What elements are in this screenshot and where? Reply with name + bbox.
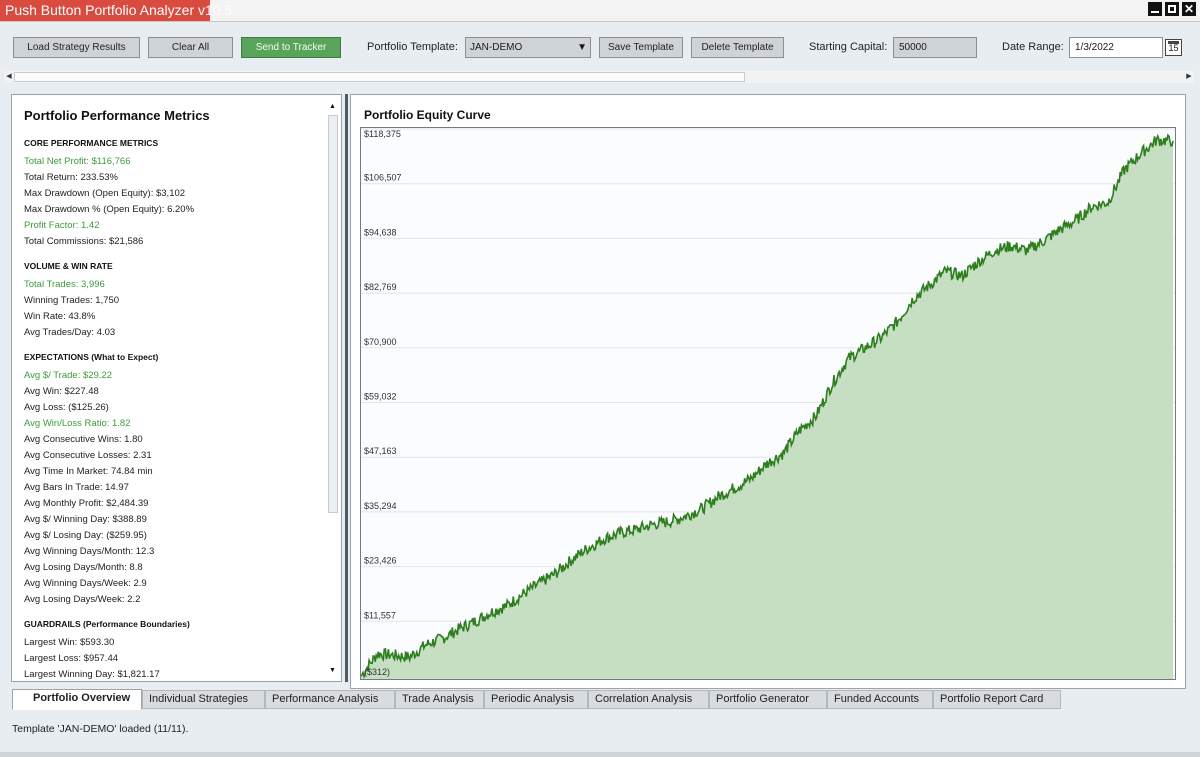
portfolio-template-select[interactable]: JAN-DEMO ▼ [465,37,591,58]
scroll-up-icon[interactable]: ▲ [329,103,336,110]
metric-item: Avg Win/Loss Ratio: 1.82 [24,418,131,429]
metrics-section: EXPECTATIONS (What to Expect) Avg $/ Trad… [24,351,324,608]
metric-item: Avg Winning Days/Month: 12.3 [24,546,155,557]
tab-portfolio-overview[interactable]: Portfolio Overview [12,689,142,710]
bottom-border [0,752,1200,757]
equity-area [361,135,1173,680]
tab-portfolio-generator[interactable]: Portfolio Generator [709,690,827,709]
metrics-section: GUARDRAILS (Performance Boundaries) Large… [24,618,324,681]
calendar-icon[interactable]: 15 [1165,39,1182,56]
metric-item: Total Net Profit: $116,766 [24,156,131,167]
metric-item: Max Drawdown (Open Equity): $3,102 [24,188,186,199]
section-heading: GUARDRAILS (Performance Boundaries) [24,619,190,629]
metric-item: Winning Trades: 1,750 [24,295,120,306]
metric-item: Max Drawdown % (Open Equity): 6.20% [24,204,195,215]
metric-item: Avg Losing Days/Month: 8.8 [24,562,143,573]
y-tick-label: $35,294 [364,501,397,511]
tab-performance-analysis[interactable]: Performance Analysis [265,690,395,709]
metric-item: Avg $/ Trade: $29.22 [24,370,113,381]
metrics-scrollbar-thumb[interactable] [328,115,338,513]
metrics-panel-title: Portfolio Performance Metrics [24,108,210,123]
metrics-section: VOLUME & WIN RATE Total Trades: 3,996 Winn… [24,260,324,341]
metric-item: Avg Bars In Trade: 14.97 [24,482,129,493]
metric-item: Avg Win: $227.48 [24,386,99,397]
metric-item: Total Commissions: $21,586 [24,236,144,247]
y-tick-label: $47,163 [364,446,397,456]
metric-item: Avg Losing Days/Week: 2.2 [24,594,141,605]
title-bar: Push Button Portfolio Analyzer v10.5 ✕ [0,0,1200,22]
panel-splitter[interactable] [345,94,348,682]
y-tick-label: $82,769 [364,282,397,292]
metric-item: Largest Loss: $957.44 [24,653,119,664]
equity-curve-chart: $118,375 $106,507 $94,638 $82,769 $70,900 $59… [360,127,1176,680]
tab-periodic-analysis[interactable]: Periodic Analysis [484,690,588,709]
equity-line [360,133,1174,680]
close-icon[interactable]: ✕ [1182,2,1196,16]
date-range-input[interactable]: 1/3/2022 [1069,37,1163,58]
metric-item: Total Trades: 3,996 [24,279,105,290]
tab-bar: Portfolio Overview Individual Strategies P… [12,689,1072,710]
starting-capital-label: Starting Capital: [809,41,888,53]
metric-item: Avg Monthly Profit: $2,484.39 [24,498,149,509]
send-to-tracker-button[interactable]: Send to Tracker [241,37,341,58]
metric-item: Total Return: 233.53% [24,172,119,183]
delete-template-button[interactable]: Delete Template [691,37,784,58]
y-tick-label: $106,507 [364,173,402,183]
metrics-panel: Portfolio Performance Metrics CORE PERFO… [11,94,342,682]
minimize-icon[interactable] [1148,2,1162,16]
section-heading: CORE PERFORMANCE METRICS [24,138,159,148]
scroll-right-icon[interactable]: ▶ [1186,73,1192,80]
status-message: Template 'JAN-DEMO' loaded (11/11). [12,723,189,735]
section-heading: EXPECTATIONS (What to Expect) [24,352,159,362]
maximize-icon[interactable] [1165,2,1179,16]
y-tick-label: $59,032 [364,392,397,402]
y-tick-label: $23,426 [364,556,397,566]
metric-item: Largest Win: $593.30 [24,637,115,648]
save-template-button[interactable]: Save Template [599,37,683,58]
y-tick-label: ($312) [364,667,390,677]
metric-item: Avg Consecutive Wins: 1.80 [24,434,143,445]
metric-item: Avg $/ Winning Day: $388.89 [24,514,147,525]
metric-item: Win Rate: 43.8% [24,311,96,322]
metric-item: Avg Winning Days/Week: 2.9 [24,578,147,589]
window-title: Push Button Portfolio Analyzer v10.5 [0,0,232,21]
metric-item: Largest Winning Day: $1,821.17 [24,669,160,680]
tab-funded-accounts[interactable]: Funded Accounts [827,690,933,709]
y-tick-label: $70,900 [364,337,397,347]
metric-item: Avg $/ Losing Day: ($259.95) [24,530,147,541]
chevron-down-icon: ▼ [577,42,587,53]
window-controls: ✕ [1148,2,1196,16]
scroll-down-icon[interactable]: ▼ [329,667,336,674]
metrics-list: CORE PERFORMANCE METRICS Total Net Profit… [24,137,324,681]
date-range-label: Date Range: [1002,41,1064,53]
metric-item: Avg Time In Market: 74.84 min [24,466,153,477]
starting-capital-input[interactable]: 50000 [893,37,977,58]
metrics-scrollbar[interactable]: ▲ ▼ [327,103,338,681]
clear-all-button[interactable]: Clear All [148,37,233,58]
metric-item: Avg Loss: ($125.26) [24,402,109,413]
section-heading: VOLUME & WIN RATE [24,261,113,271]
portfolio-template-label: Portfolio Template: [367,41,458,53]
y-tick-label: $94,638 [364,227,397,237]
status-bar: Template 'JAN-DEMO' loaded (11/11). [0,712,1200,752]
metric-item: Profit Factor: 1.42 [24,220,100,231]
tab-portfolio-report-card[interactable]: Portfolio Report Card [933,690,1061,709]
load-strategy-results-button[interactable]: Load Strategy Results [13,37,140,58]
metric-item: Avg Trades/Day: 4.03 [24,327,116,338]
tab-correlation-analysis[interactable]: Correlation Analysis [588,690,709,709]
y-tick-label: $11,557 [364,610,396,620]
metric-item: Avg Consecutive Losses: 2.31 [24,450,152,461]
metrics-section: CORE PERFORMANCE METRICS Total Net Profit… [24,137,324,250]
y-tick-label: $118,375 [364,129,401,139]
scrollbar-thumb[interactable] [14,72,745,82]
tab-individual-strategies[interactable]: Individual Strategies [142,690,265,709]
portfolio-template-value: JAN-DEMO [470,42,523,53]
toolbar: Load Strategy Results Clear All Send to … [0,22,1200,70]
chart-title: Portfolio Equity Curve [364,108,491,122]
horizontal-scrollbar[interactable]: ◀ ▶ [4,71,1194,83]
scroll-left-icon[interactable]: ◀ [6,73,12,80]
tab-trade-analysis[interactable]: Trade Analysis [395,690,484,709]
